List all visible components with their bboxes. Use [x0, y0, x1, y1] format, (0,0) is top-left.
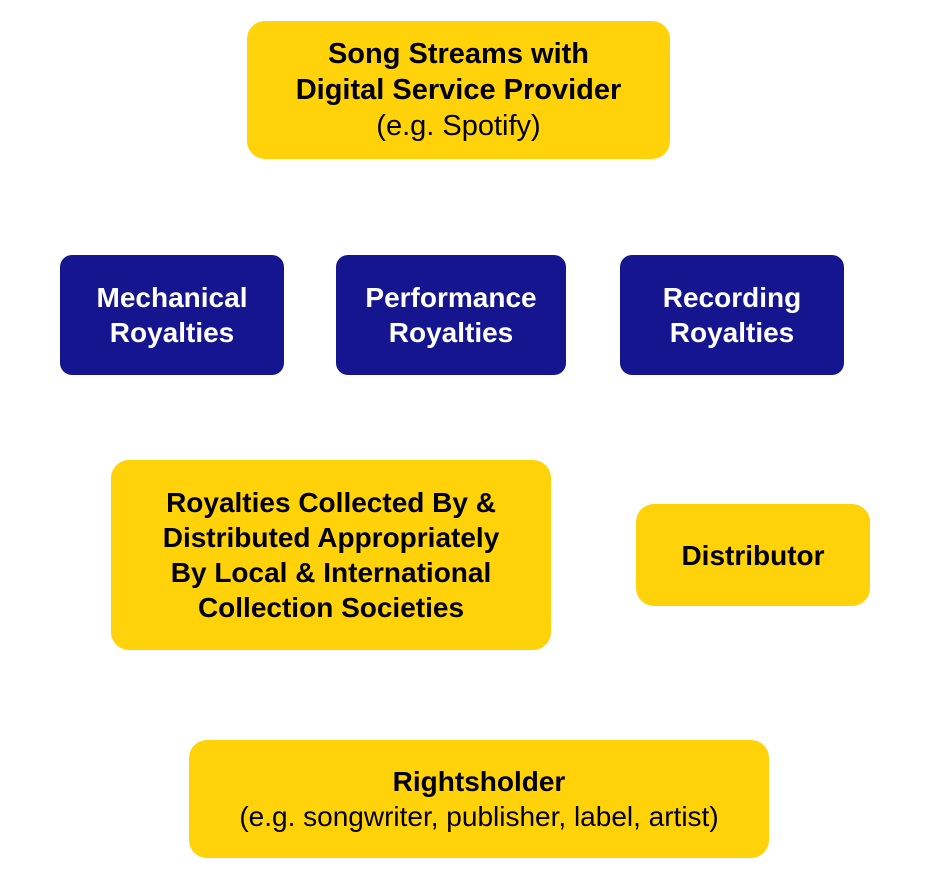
node-dsp: Song Streams with Digital Service Provid… — [247, 21, 670, 159]
node-collection-line1: Royalties Collected By & — [166, 485, 496, 520]
node-performance-royalties: Performance Royalties — [336, 255, 566, 375]
node-rightsholder-line1: Rightsholder — [393, 764, 566, 799]
node-rightsholder-line2: (e.g. songwriter, publisher, label, arti… — [239, 799, 718, 834]
node-mechanical-line1: Mechanical — [97, 280, 248, 315]
node-collection-societies: Royalties Collected By & Distributed App… — [111, 460, 551, 650]
node-dsp-line1: Song Streams with — [328, 36, 589, 72]
node-distributor: Distributor — [636, 504, 870, 606]
node-performance-line2: Royalties — [389, 315, 514, 350]
node-collection-line3: By Local & International — [171, 555, 492, 590]
node-recording-line2: Royalties — [670, 315, 795, 350]
node-distributor-line1: Distributor — [681, 538, 824, 573]
node-mechanical-royalties: Mechanical Royalties — [60, 255, 284, 375]
node-performance-line1: Performance — [365, 280, 536, 315]
node-collection-line4: Collection Societies — [198, 590, 464, 625]
node-collection-line2: Distributed Appropriately — [163, 520, 500, 555]
node-mechanical-line2: Royalties — [110, 315, 235, 350]
node-recording-royalties: Recording Royalties — [620, 255, 844, 375]
node-recording-line1: Recording — [663, 280, 801, 315]
node-rightsholder: Rightsholder (e.g. songwriter, publisher… — [189, 740, 769, 858]
node-dsp-line2: Digital Service Provider — [296, 72, 622, 108]
node-dsp-line3: (e.g. Spotify) — [376, 108, 540, 144]
